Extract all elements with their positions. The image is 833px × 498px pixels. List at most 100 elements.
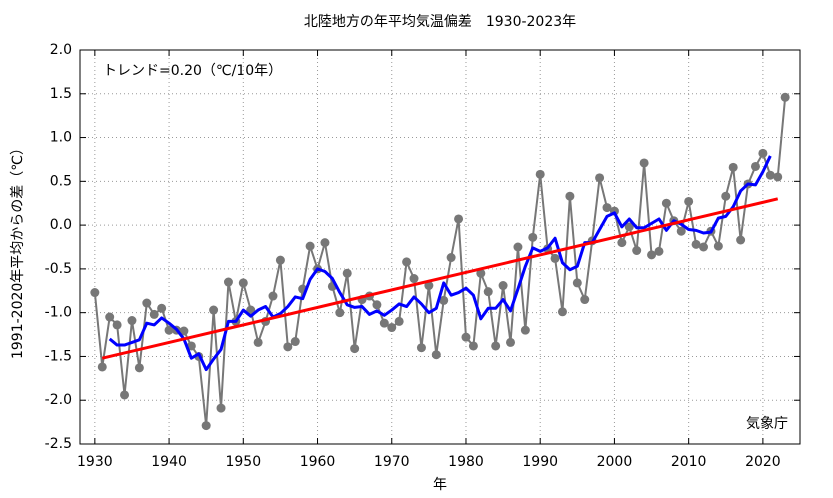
data-point xyxy=(750,161,760,171)
chart-title: 北陸地方の年平均気温偏差 1930-2023年 xyxy=(304,14,576,30)
data-point xyxy=(491,341,501,351)
data-point xyxy=(394,316,404,326)
series-line xyxy=(108,155,772,372)
y-tick-label: -1.0 xyxy=(45,305,72,321)
data-point xyxy=(639,158,649,168)
data-point xyxy=(699,242,709,252)
data-point xyxy=(402,257,412,267)
data-point xyxy=(684,196,694,206)
data-point xyxy=(372,300,382,310)
data-point xyxy=(387,323,397,333)
data-point xyxy=(238,278,248,288)
data-point xyxy=(647,250,657,260)
data-point xyxy=(416,343,426,353)
x-tick-label: 2020 xyxy=(745,454,781,470)
y-tick-label: 2.0 xyxy=(50,42,72,58)
data-point xyxy=(506,337,516,347)
series-line xyxy=(93,97,787,427)
plot-frame xyxy=(79,49,801,445)
x-tick-label: 1970 xyxy=(374,454,410,470)
data-point xyxy=(557,307,567,317)
data-point xyxy=(431,350,441,360)
data-point xyxy=(765,170,775,180)
data-point xyxy=(661,198,671,208)
data-point xyxy=(335,308,345,318)
data-point xyxy=(624,222,634,232)
data-point xyxy=(632,246,642,256)
source: 気象庁 xyxy=(746,416,788,432)
x-tick-label: 1990 xyxy=(522,454,558,470)
data-point xyxy=(350,344,360,354)
data-point xyxy=(246,305,256,315)
data-point xyxy=(580,295,590,305)
y-tick-label: -1.5 xyxy=(45,348,72,364)
data-point xyxy=(379,318,389,328)
data-point xyxy=(498,281,508,291)
annotation: トレンド=0.20（℃/10年） xyxy=(103,63,282,79)
data-point xyxy=(550,253,560,263)
data-point xyxy=(179,326,189,336)
y-axis-label: 1991-2020年平均からの差（℃） xyxy=(10,141,26,359)
series-line xyxy=(101,197,779,360)
data-point xyxy=(283,342,293,352)
y-tick-label: 0.0 xyxy=(50,217,72,233)
data-point xyxy=(728,162,738,172)
data-point xyxy=(290,337,300,347)
data-point xyxy=(216,403,226,413)
data-point xyxy=(275,255,285,265)
data-point xyxy=(602,203,612,213)
y-tick-label: -0.5 xyxy=(45,261,72,277)
x-tick-label: 2000 xyxy=(597,454,633,470)
data-point xyxy=(320,238,330,248)
data-point xyxy=(691,239,701,249)
x-tick-label: 1960 xyxy=(300,454,336,470)
data-point xyxy=(721,191,731,201)
x-tick-label: 1940 xyxy=(151,454,187,470)
data-point xyxy=(120,390,130,400)
data-point xyxy=(595,173,605,183)
data-point xyxy=(758,148,768,158)
data-point xyxy=(773,172,783,182)
data-point xyxy=(97,362,107,372)
x-tick-label: 1930 xyxy=(77,454,113,470)
y-tick-label: -2.5 xyxy=(45,436,72,452)
data-point xyxy=(157,303,167,313)
x-tick-label: 2010 xyxy=(671,454,707,470)
data-point xyxy=(454,214,464,224)
data-point xyxy=(483,287,493,297)
data-point xyxy=(424,281,434,291)
data-point xyxy=(439,295,449,305)
data-point xyxy=(676,226,686,236)
data-point xyxy=(112,320,122,330)
data-point xyxy=(105,312,115,322)
data-point xyxy=(268,291,278,301)
data-point xyxy=(520,325,530,335)
x-tick-label: 1950 xyxy=(225,454,261,470)
data-point xyxy=(90,288,100,298)
x-tick-label: 1980 xyxy=(448,454,484,470)
data-point xyxy=(409,274,419,284)
data-point xyxy=(513,242,523,252)
data-point xyxy=(342,268,352,278)
data-point xyxy=(713,241,723,251)
data-point xyxy=(305,241,315,251)
data-point xyxy=(617,238,627,248)
data-point xyxy=(468,341,478,351)
data-point xyxy=(134,363,144,373)
data-point xyxy=(446,253,456,263)
data-point xyxy=(535,169,545,179)
data-point xyxy=(528,232,538,242)
data-point xyxy=(149,309,159,319)
data-point xyxy=(654,246,664,256)
data-point xyxy=(461,332,471,342)
y-tick-label: -2.0 xyxy=(45,392,72,408)
y-tick-label: 1.5 xyxy=(50,86,72,102)
data-point xyxy=(572,278,582,288)
data-point xyxy=(565,191,575,201)
data-point xyxy=(253,337,263,347)
data-point xyxy=(223,277,233,287)
data-point xyxy=(209,305,219,315)
data-point xyxy=(127,316,137,326)
x-axis-label: 年 xyxy=(433,477,447,493)
